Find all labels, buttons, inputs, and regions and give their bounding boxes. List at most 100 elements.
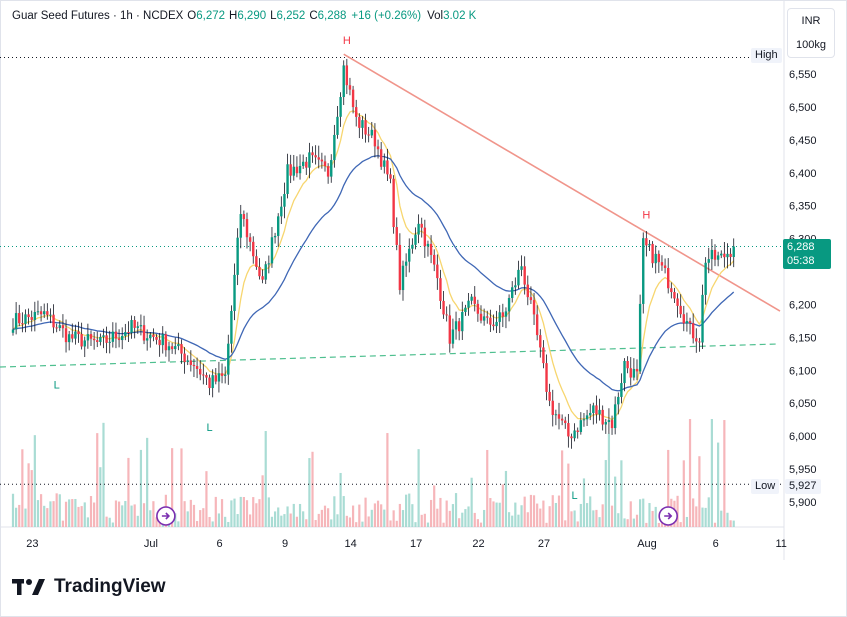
candle-body	[145, 338, 149, 341]
candle-body	[504, 311, 508, 317]
candle-body	[529, 297, 533, 301]
volume-bar	[701, 507, 704, 527]
volume-bar	[355, 522, 358, 527]
volume-bar	[529, 494, 533, 527]
currency-unit-button[interactable]: INR 100kg	[787, 8, 835, 58]
trend-line	[343, 53, 781, 312]
volume-bar	[570, 511, 573, 527]
candle-body	[114, 331, 118, 339]
volume-bar	[439, 497, 442, 527]
volume-label: Vol	[427, 10, 444, 22]
volume-bar	[339, 472, 342, 527]
candle-body	[654, 253, 657, 264]
high-value: 6,290	[237, 10, 267, 22]
volume-bar	[258, 499, 261, 527]
volume-bar	[479, 522, 483, 527]
volume-bar	[52, 501, 55, 527]
volume-bar	[277, 507, 280, 527]
volume-bar	[117, 501, 121, 527]
bar-countdown: 05:38	[787, 255, 815, 267]
candle-body	[373, 129, 377, 147]
candle-body	[220, 373, 224, 376]
volume-bar	[189, 499, 192, 527]
candle-body	[86, 334, 90, 341]
volume-bar	[205, 471, 208, 527]
candle-body	[389, 174, 392, 179]
volume-bar	[61, 520, 65, 527]
volume-bar	[283, 514, 286, 527]
symbol-title[interactable]: Guar Seed Futures · 1h · NCDEX	[12, 10, 184, 22]
volume-bar	[177, 521, 180, 527]
candle-body	[557, 414, 561, 419]
volume-bar	[320, 509, 323, 527]
candle-body	[14, 313, 18, 330]
volume-bar	[598, 517, 601, 527]
volume-bar	[217, 513, 221, 527]
volume-bar	[614, 476, 617, 527]
candle-body	[495, 321, 498, 327]
candle-body	[660, 262, 664, 266]
volume-bar	[713, 522, 717, 527]
candle-body	[308, 152, 311, 168]
candle-body	[448, 315, 451, 344]
volume-bar	[364, 497, 367, 527]
volume-bar	[592, 510, 595, 527]
volume-bar	[514, 502, 517, 527]
candle-body	[408, 248, 411, 262]
candle-body	[570, 436, 573, 439]
event-marker-icon[interactable]	[156, 506, 176, 526]
volume-bar	[386, 433, 389, 527]
candle-body	[651, 243, 654, 264]
candle-body	[667, 268, 670, 289]
candle-body	[535, 314, 539, 336]
last-price-tag: 6,288 05:38	[783, 239, 831, 269]
candle-body	[361, 120, 364, 128]
volume-bar	[626, 519, 629, 527]
low-level-tag: Low	[751, 479, 780, 494]
brand-watermark[interactable]: TradingView	[12, 576, 166, 598]
candle-body	[183, 353, 186, 363]
candle-body	[39, 311, 43, 315]
volume-bar	[149, 510, 152, 527]
event-marker-icon[interactable]	[658, 506, 679, 526]
currency-label: INR	[801, 15, 821, 27]
candle-body	[258, 266, 261, 277]
candle-body	[461, 312, 464, 332]
candle-body	[64, 328, 68, 343]
candle-body	[336, 116, 339, 135]
volume-bar	[629, 501, 632, 527]
volume-bar	[224, 516, 227, 527]
volume-bar	[46, 508, 49, 527]
candle-body	[688, 321, 692, 324]
price-tick-label: 6,200	[789, 299, 817, 311]
candle-body	[638, 303, 642, 372]
candle-body	[726, 253, 729, 258]
candle-body	[111, 331, 115, 342]
candle-body	[96, 340, 99, 342]
volume-bar	[495, 502, 498, 527]
volume-bar	[389, 520, 392, 527]
candle-body	[233, 274, 236, 311]
volume-bar	[582, 478, 586, 527]
candle-body	[414, 234, 417, 245]
volume-bar	[523, 496, 526, 527]
candle-body	[286, 164, 289, 194]
volume-bar	[476, 519, 479, 527]
volume-bar	[96, 433, 99, 527]
candle-body	[239, 214, 242, 238]
volume-bar	[679, 522, 682, 527]
candle-body	[18, 313, 21, 324]
volume-bar	[585, 503, 589, 527]
candle-body	[317, 157, 320, 160]
candle-body	[473, 296, 476, 304]
candle-body	[21, 323, 24, 325]
candle-body	[242, 214, 246, 220]
volume-bar	[601, 504, 604, 527]
pivot-label: L	[54, 379, 60, 391]
volume-bar	[211, 521, 214, 527]
volume-bar	[174, 513, 177, 527]
volume-bar	[55, 493, 58, 527]
candle-body	[155, 336, 158, 340]
volume-bar	[704, 507, 707, 527]
